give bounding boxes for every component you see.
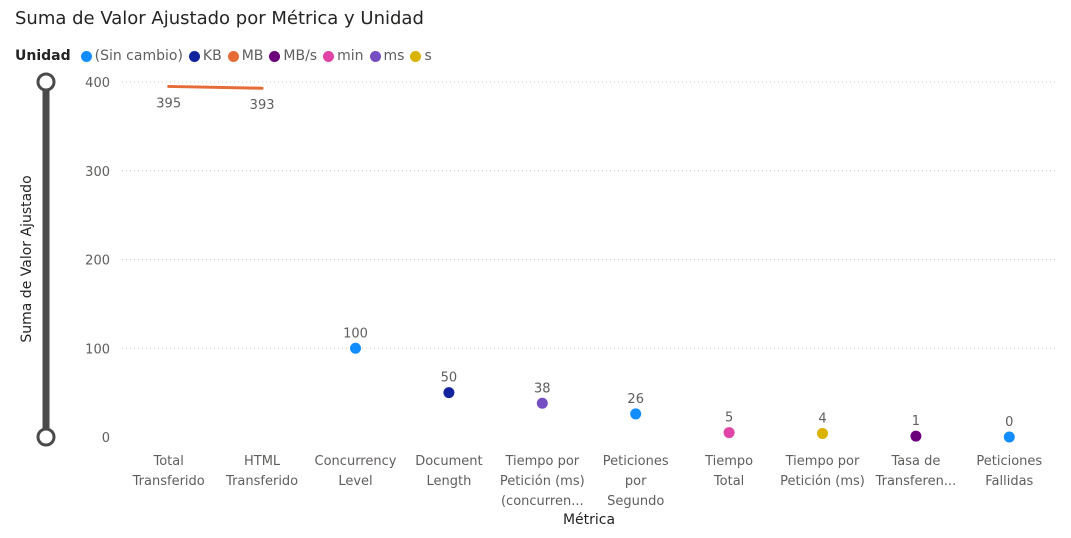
legend: Unidad (Sin cambio) KB MB MB/s min ms s (15, 46, 438, 66)
data-label: 100 (343, 326, 368, 341)
legend-label: s (424, 48, 432, 64)
y-tick-label: 300 (85, 165, 110, 180)
x-axis-label: Métrica (563, 512, 615, 528)
y-tick-label: 100 (85, 342, 110, 357)
zoom-slider-bottom-handle[interactable] (36, 427, 56, 447)
data-label: 4 (818, 411, 826, 426)
series-line-MB[interactable] (167, 84, 264, 90)
data-point-KB[interactable] (443, 387, 455, 399)
legend-label: KB (202, 48, 222, 64)
data-label: 50 (441, 371, 458, 386)
data-label: 0 (1005, 415, 1013, 430)
data-point-MB/s[interactable] (910, 430, 922, 442)
legend-item-0[interactable]: (Sin cambio) (80, 48, 183, 64)
data-label: 38 (534, 381, 551, 396)
legend-swatch (369, 50, 381, 62)
zoom-slider[interactable] (36, 72, 56, 447)
legend-label: ms (383, 48, 405, 64)
x-tick-label: Tasa de Transferen... (875, 454, 957, 489)
legend-item-2[interactable]: MB (227, 48, 264, 64)
data-point-(Sin cambio)[interactable] (1003, 431, 1015, 443)
legend-label: (Sin cambio) (94, 48, 183, 64)
legend-item-5[interactable]: ms (369, 48, 405, 64)
x-tick-label: Concurrency Level (315, 454, 397, 489)
legend-title: Unidad (15, 48, 71, 64)
data-point-ms[interactable] (536, 397, 548, 409)
legend-swatch (80, 50, 92, 62)
y-tick-label: 200 (85, 254, 110, 269)
legend-label: min (337, 48, 364, 64)
y-tick-label: 400 (85, 76, 110, 91)
legend-swatch (410, 50, 422, 62)
data-label: 395 (156, 96, 181, 111)
y-tick-label: 0 (102, 431, 110, 446)
legend-label: MB (241, 48, 264, 64)
y-axis-label: Suma de Valor Ajustado (19, 175, 35, 342)
zoom-slider-top-handle[interactable] (36, 72, 56, 92)
legend-swatch (227, 50, 239, 62)
data-label: 1 (912, 414, 920, 429)
data-point-s[interactable] (817, 427, 828, 439)
x-tick-label: Tiempo por Petición (ms) (concurren... (500, 454, 585, 509)
data-label: 5 (725, 411, 733, 426)
legend-swatch (269, 50, 281, 62)
chart-title: Suma de Valor Ajustado por Métrica y Uni… (15, 8, 424, 29)
x-tick-label: Tiempo por Petición (ms) (780, 454, 865, 489)
x-tick-label: Total Transferido (132, 454, 205, 489)
legend-swatch (188, 50, 200, 62)
data-label: 393 (250, 98, 275, 113)
legend-item-4[interactable]: min (323, 48, 364, 64)
data-point-(Sin cambio)[interactable] (630, 408, 642, 420)
legend-swatch (323, 50, 335, 62)
x-tick-label: Peticiones por Segundo (603, 454, 669, 509)
data-point-(Sin cambio)[interactable] (350, 342, 361, 354)
data-point-min[interactable] (723, 427, 735, 439)
legend-item-3[interactable]: MB/s (269, 48, 317, 64)
x-tick-label: HTML Transferido (225, 454, 298, 489)
legend-item-1[interactable]: KB (188, 48, 222, 64)
x-tick-label: Peticiones Fallidas (976, 454, 1042, 489)
x-tick-label: Document Length (415, 454, 482, 489)
legend-item-6[interactable]: s (410, 48, 432, 64)
legend-label: MB/s (283, 48, 318, 64)
data-label: 26 (627, 392, 644, 407)
x-tick-label: Tiempo Total (704, 454, 753, 489)
